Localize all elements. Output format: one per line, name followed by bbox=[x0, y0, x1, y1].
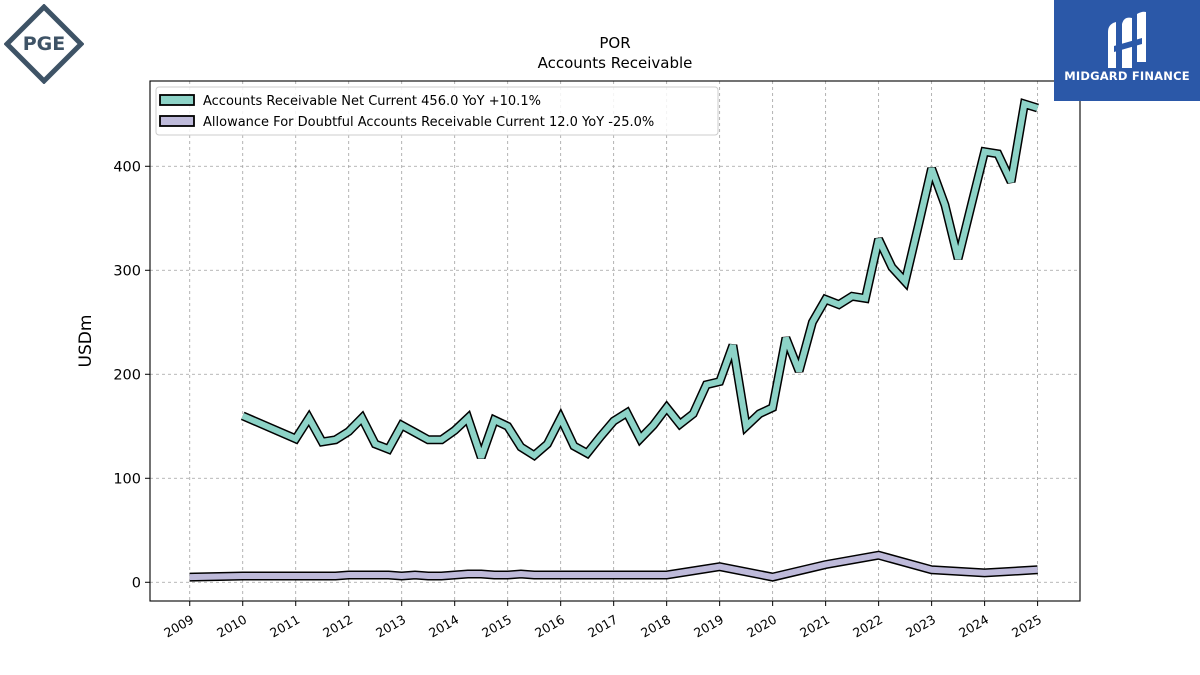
y-tick-label: 100 bbox=[113, 471, 141, 487]
x-tick-label: 2016 bbox=[532, 612, 567, 641]
legend-label: Allowance For Doubtful Accounts Receivab… bbox=[203, 115, 654, 130]
x-tick-label: 2013 bbox=[373, 612, 408, 641]
legend-box bbox=[155, 86, 719, 136]
midgard-finance-text: MIDGARD FINANCE bbox=[1064, 69, 1190, 83]
x-tick-label: 2024 bbox=[956, 612, 991, 641]
x-tick-label: 2021 bbox=[797, 612, 832, 641]
pge-diamond-icon bbox=[3, 3, 85, 85]
grid-lines bbox=[150, 81, 1080, 601]
x-tick-label: 2010 bbox=[214, 612, 249, 641]
chart-subtitle: Accounts Receivable bbox=[538, 54, 693, 72]
plot-frame bbox=[149, 80, 1081, 602]
legend-swatch bbox=[159, 94, 195, 106]
series-line bbox=[189, 552, 1038, 581]
series-2 bbox=[189, 550, 1038, 582]
x-tick-label: 2023 bbox=[903, 612, 938, 641]
x-tick-label: 2017 bbox=[585, 612, 620, 641]
midgard-mark-icon bbox=[1108, 11, 1146, 69]
legend-swatch bbox=[159, 115, 195, 127]
x-axis: 2009 2010 2011 2012 2013 2014 2015 2016 2017 2018… bbox=[161, 601, 1044, 641]
pge-logo: PGE bbox=[3, 3, 85, 88]
legend: Accounts Receivable Net Current 456.0 Yo… bbox=[155, 86, 719, 136]
series-1 bbox=[240, 98, 1039, 461]
x-tick-label: 2022 bbox=[850, 612, 885, 641]
series-outline bbox=[240, 98, 1039, 461]
x-tick-label: 2020 bbox=[744, 612, 779, 641]
y-axis: 0 100 200 300 400 bbox=[113, 159, 150, 591]
x-tick-label: 2009 bbox=[161, 612, 196, 641]
x-tick-label: 2014 bbox=[426, 612, 461, 641]
midgard-finance-logo: MIDGARD FINANCE bbox=[1054, 0, 1200, 101]
pge-logo-text: PGE bbox=[22, 33, 66, 55]
y-tick-label: 200 bbox=[113, 367, 141, 383]
x-tick-label: 2025 bbox=[1009, 612, 1044, 641]
series-lines bbox=[189, 98, 1039, 582]
y-tick-label: 400 bbox=[113, 159, 141, 175]
x-tick-label: 2011 bbox=[267, 612, 302, 641]
y-tick-label: 300 bbox=[113, 263, 141, 279]
x-tick-label: 2012 bbox=[320, 612, 355, 641]
series-line bbox=[241, 100, 1039, 460]
legend-label: Accounts Receivable Net Current 456.0 Yo… bbox=[203, 94, 541, 109]
chart-title: POR bbox=[599, 34, 630, 52]
y-axis-label: USDm bbox=[76, 315, 96, 368]
x-tick-label: 2019 bbox=[691, 612, 726, 641]
y-tick-label: 0 bbox=[132, 575, 141, 591]
x-tick-label: 2015 bbox=[479, 612, 514, 641]
x-tick-label: 2018 bbox=[638, 612, 673, 641]
